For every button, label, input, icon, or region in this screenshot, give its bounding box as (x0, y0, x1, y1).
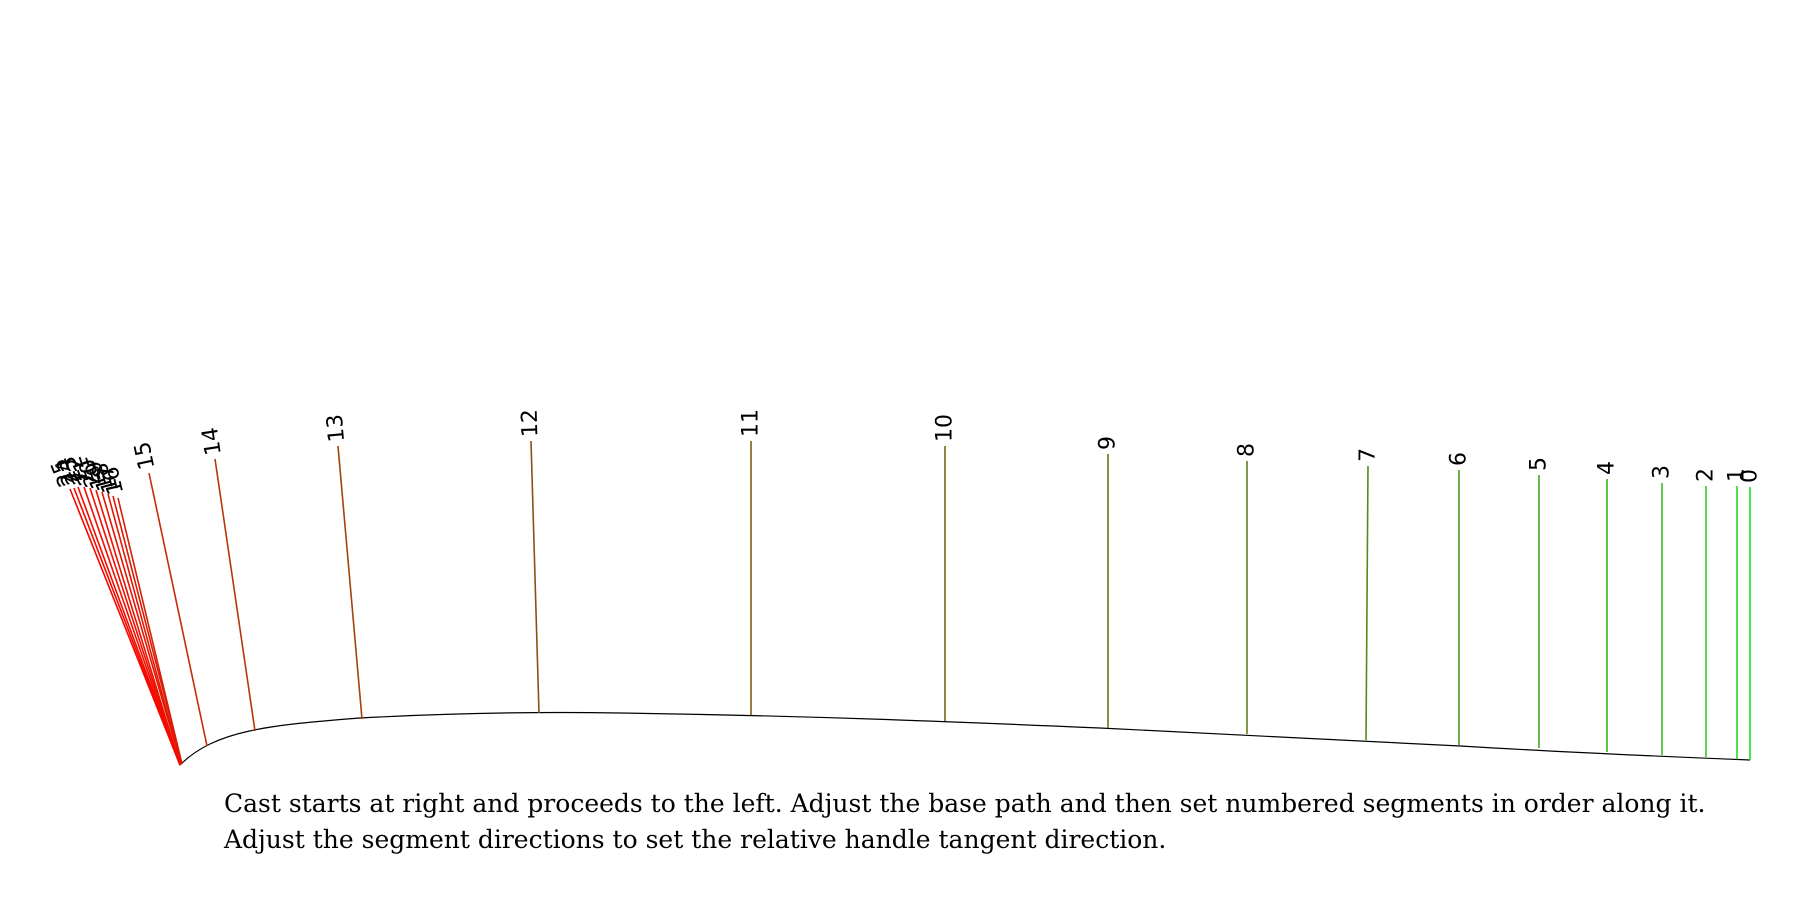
segment-label-3: 3 (1650, 465, 1675, 479)
segment-line-13[interactable] (337, 445, 363, 720)
caption-line-2: Adjust the segment directions to set the… (224, 825, 1167, 854)
segment-line-14[interactable] (214, 458, 256, 732)
segment-line-15[interactable] (148, 472, 208, 747)
segment-label-8: 8 (1235, 443, 1260, 457)
base-path[interactable] (179, 711, 1751, 766)
segment-label-6: 6 (1447, 452, 1472, 466)
segment-label-10: 10 (933, 414, 958, 442)
segment-label-14: 14 (198, 426, 227, 457)
segment-label-15: 15 (130, 439, 160, 472)
segment-line-19[interactable] (101, 491, 182, 765)
segment-line-7[interactable] (1365, 465, 1369, 741)
segment-group: 0123456789101112131415161718192021222324… (47, 409, 1763, 766)
segment-label-2: 2 (1694, 468, 1719, 482)
segment-label-7: 7 (1356, 448, 1381, 462)
segment-label-1: 1 (1725, 468, 1750, 482)
segment-label-12: 12 (518, 409, 544, 438)
segment-label-4: 4 (1595, 461, 1620, 475)
segment-line-22[interactable] (83, 486, 181, 766)
segment-label-13: 13 (323, 413, 350, 443)
segment-label-0: 0 (1738, 469, 1763, 483)
segment-label-5: 5 (1527, 457, 1552, 471)
segment-line-21[interactable] (89, 487, 181, 766)
segment-line-12[interactable] (530, 440, 540, 714)
segment-line-17[interactable] (112, 495, 183, 765)
segment-label-11: 11 (739, 409, 764, 437)
segment-line-18[interactable] (107, 493, 182, 765)
segment-label-9: 9 (1096, 436, 1121, 450)
segment-line-20[interactable] (95, 489, 181, 766)
segment-line-25[interactable] (69, 488, 181, 766)
caption-line-1: Cast starts at right and proceeds to the… (224, 789, 1706, 818)
instructions-caption: Cast starts at right and proceeds to the… (224, 786, 1705, 858)
